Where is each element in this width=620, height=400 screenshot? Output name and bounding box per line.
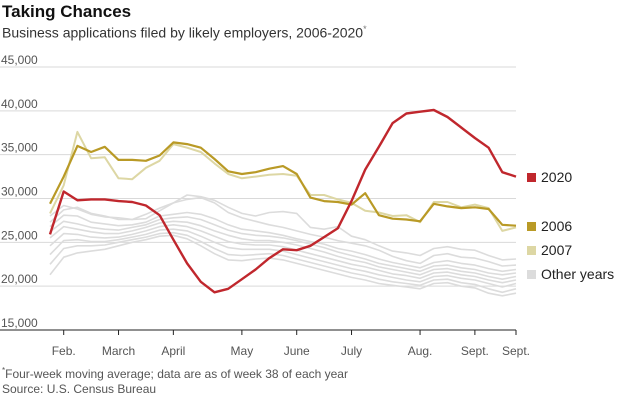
legend-label: 2020 xyxy=(541,169,572,185)
series-line-other-year xyxy=(49,220,517,280)
series-line-2007 xyxy=(49,130,517,232)
legend-swatch xyxy=(527,222,536,231)
legend-label: 2007 xyxy=(541,242,572,258)
x-tick-label: July xyxy=(341,344,362,358)
series-line-other-year xyxy=(49,231,517,294)
footnote-marker: * xyxy=(2,366,6,375)
chart-subtitle: Business applications filed by likely em… xyxy=(2,24,367,41)
y-tick-label: 15,000 xyxy=(1,316,38,330)
y-tick-label: 40,000 xyxy=(1,97,38,111)
y-tick-label: 25,000 xyxy=(1,228,38,242)
series-line-other-year xyxy=(49,234,517,297)
series-line-2020 xyxy=(48,108,517,294)
legend-label: Other years xyxy=(541,266,614,282)
series-line-other-year xyxy=(49,216,517,276)
source-note: Source: U.S. Census Bureau xyxy=(2,382,157,396)
series-line-other-year xyxy=(49,211,517,273)
series-line-other-year xyxy=(49,228,517,288)
x-tick-label: June xyxy=(284,344,310,358)
subtitle-footnote-marker: * xyxy=(363,24,367,34)
x-tick-label: Sept. xyxy=(461,344,489,358)
x-tick-label: Feb. xyxy=(52,344,76,358)
x-tick-label: Aug. xyxy=(408,344,433,358)
x-tick-label: Sept. xyxy=(502,344,530,358)
legend-label: 2006 xyxy=(541,218,572,234)
x-tick-label: April xyxy=(161,344,185,358)
series-line-2006 xyxy=(49,141,517,227)
y-tick-label: 45,000 xyxy=(1,53,38,67)
legend-swatch xyxy=(527,270,536,279)
y-tick-label: 20,000 xyxy=(1,272,38,286)
y-tick-label: 30,000 xyxy=(1,185,38,199)
series-line-other-year xyxy=(49,224,517,284)
series-line-other-year xyxy=(49,196,517,267)
legend-swatch xyxy=(527,246,536,255)
x-tick-label: May xyxy=(231,344,254,358)
legend-swatch xyxy=(527,173,536,182)
footnote: *Four-week moving average; data are as o… xyxy=(2,366,348,381)
x-tick-label: March xyxy=(102,344,135,358)
y-tick-label: 35,000 xyxy=(1,141,38,155)
chart-title: Taking Chances xyxy=(2,2,132,21)
